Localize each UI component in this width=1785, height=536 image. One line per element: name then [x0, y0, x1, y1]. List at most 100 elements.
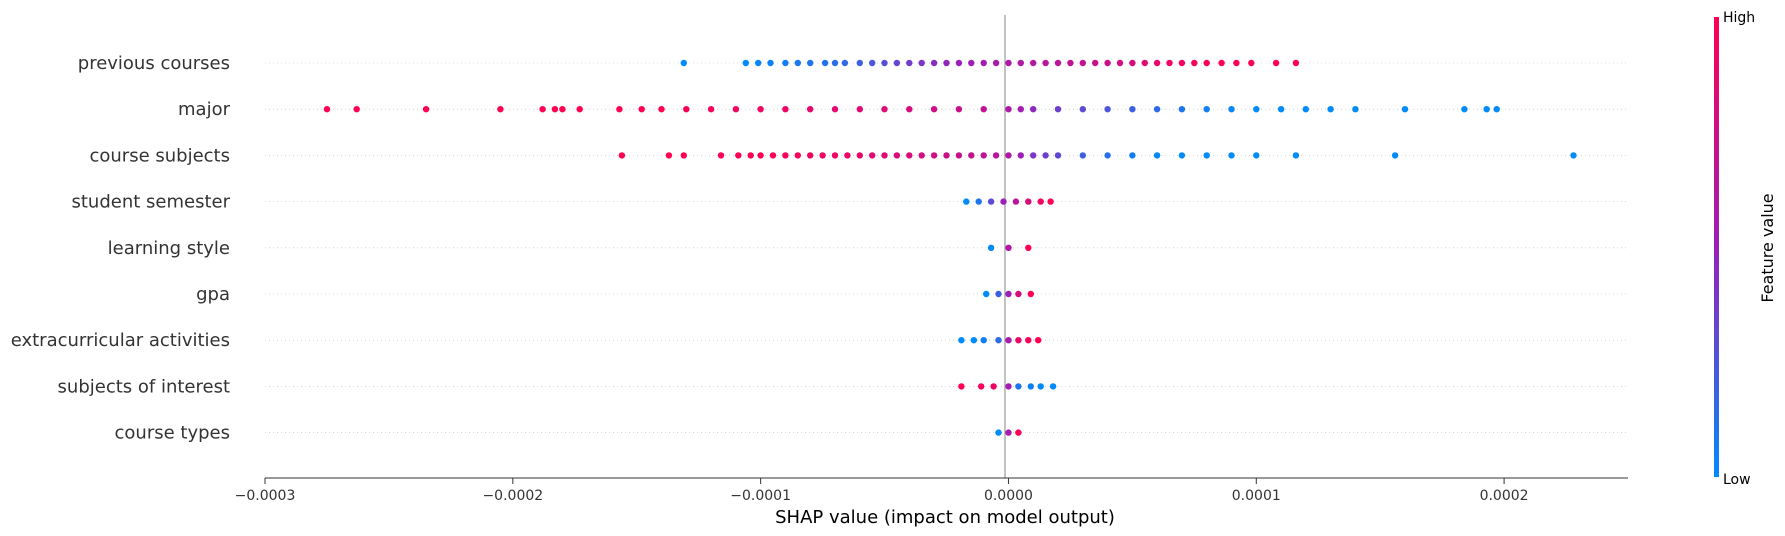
shap-point	[1037, 383, 1044, 390]
shap-point	[955, 106, 963, 113]
shap-point	[992, 59, 1000, 67]
shap-point	[658, 106, 665, 113]
shap-point	[551, 106, 559, 113]
shap-point	[782, 152, 789, 159]
shap-point	[881, 152, 888, 159]
shap-point	[1292, 59, 1300, 67]
shap-point	[1129, 152, 1136, 159]
shap-point	[747, 152, 754, 159]
shap-point	[856, 106, 863, 113]
shap-point	[881, 106, 888, 113]
shap-point	[1015, 429, 1022, 436]
shap-point	[995, 290, 1002, 298]
shap-point	[1005, 337, 1012, 344]
shap-point	[958, 337, 965, 344]
feature-label: course types	[115, 423, 230, 444]
shap-point	[893, 59, 901, 67]
colorbar: High Low Feature value	[1714, 10, 1777, 488]
shap-point	[539, 106, 546, 113]
shap-point	[980, 106, 987, 113]
shap-point	[807, 152, 814, 159]
colorbar-high-label: High	[1723, 10, 1755, 26]
shap-point	[1228, 152, 1235, 159]
feature-label: gpa	[196, 284, 230, 305]
shap-point	[958, 383, 965, 390]
shap-point	[807, 59, 814, 67]
shap-point	[1483, 106, 1490, 113]
shap-point	[769, 152, 777, 159]
shap-point	[1253, 152, 1260, 159]
shap-point	[1025, 198, 1032, 205]
shap-point	[1037, 198, 1044, 205]
shap-point	[1067, 59, 1074, 67]
shap-point	[1017, 106, 1024, 113]
shap-point	[1277, 106, 1285, 113]
shap-point	[821, 59, 829, 67]
shap-point	[1178, 106, 1186, 113]
shap-point	[1005, 152, 1012, 159]
shap-point	[1000, 198, 1007, 205]
shap-point	[1461, 106, 1468, 113]
shap-point	[767, 59, 774, 67]
shap-point	[1178, 152, 1186, 159]
shap-point	[1079, 106, 1087, 113]
shap-point	[1005, 106, 1012, 113]
shap-point	[782, 59, 789, 67]
shap-point	[995, 429, 1002, 436]
shap-point	[1153, 152, 1161, 159]
x-tick-label: −0.0003	[235, 488, 296, 504]
shap-point	[992, 152, 1000, 159]
shap-point	[1401, 106, 1409, 113]
shap-point	[1017, 152, 1024, 159]
shap-point	[1153, 59, 1161, 67]
shap-point	[794, 152, 801, 159]
shap-point	[1005, 244, 1012, 251]
shap-point	[978, 383, 985, 390]
x-tick-label: 0.0000	[984, 488, 1033, 504]
shap-point	[995, 337, 1002, 344]
shap-point	[1233, 59, 1240, 67]
shap-point	[742, 59, 749, 67]
shap-point	[683, 106, 690, 113]
shap-point	[1391, 152, 1399, 159]
shap-point	[1178, 59, 1186, 67]
shap-point	[819, 152, 826, 159]
x-axis: −0.0003 −0.0002 −0.0001 0.0000 0.0001 0.0002	[235, 477, 1628, 504]
shap-point	[757, 106, 764, 113]
shap-point	[1012, 198, 1020, 205]
shap-point	[1203, 152, 1210, 159]
shap-point	[1153, 106, 1161, 113]
shap-point	[1272, 59, 1280, 67]
shap-point	[638, 106, 645, 113]
colorbar-title: Feature value	[1758, 193, 1777, 302]
shap-point	[680, 59, 687, 67]
shap-point	[732, 106, 740, 113]
shap-point	[1191, 59, 1198, 67]
x-tick-label: −0.0002	[482, 488, 543, 504]
shap-point	[422, 106, 430, 113]
shap-point	[794, 59, 801, 67]
shap-point	[841, 59, 849, 67]
shap-point	[1292, 152, 1300, 159]
shap-point	[665, 152, 673, 159]
shap-point	[1166, 59, 1173, 67]
shap-point	[906, 59, 913, 67]
shap-point	[680, 152, 687, 159]
shap-point	[980, 337, 987, 344]
shap-point	[1025, 244, 1032, 251]
shap-point	[963, 198, 970, 205]
shap-point	[869, 59, 876, 67]
x-axis-title: SHAP value (impact on model output)	[775, 507, 1115, 528]
shap-point	[1079, 152, 1087, 159]
shap-point	[856, 59, 863, 67]
shap-point	[856, 152, 863, 159]
shap-point	[1035, 337, 1042, 344]
shap-point	[576, 106, 583, 113]
shap-point	[717, 152, 725, 159]
shap-point	[1116, 59, 1124, 67]
shap-point	[1005, 290, 1012, 298]
grid-lines	[265, 62, 1628, 434]
shap-point	[1129, 59, 1136, 67]
shap-point	[1015, 383, 1022, 390]
